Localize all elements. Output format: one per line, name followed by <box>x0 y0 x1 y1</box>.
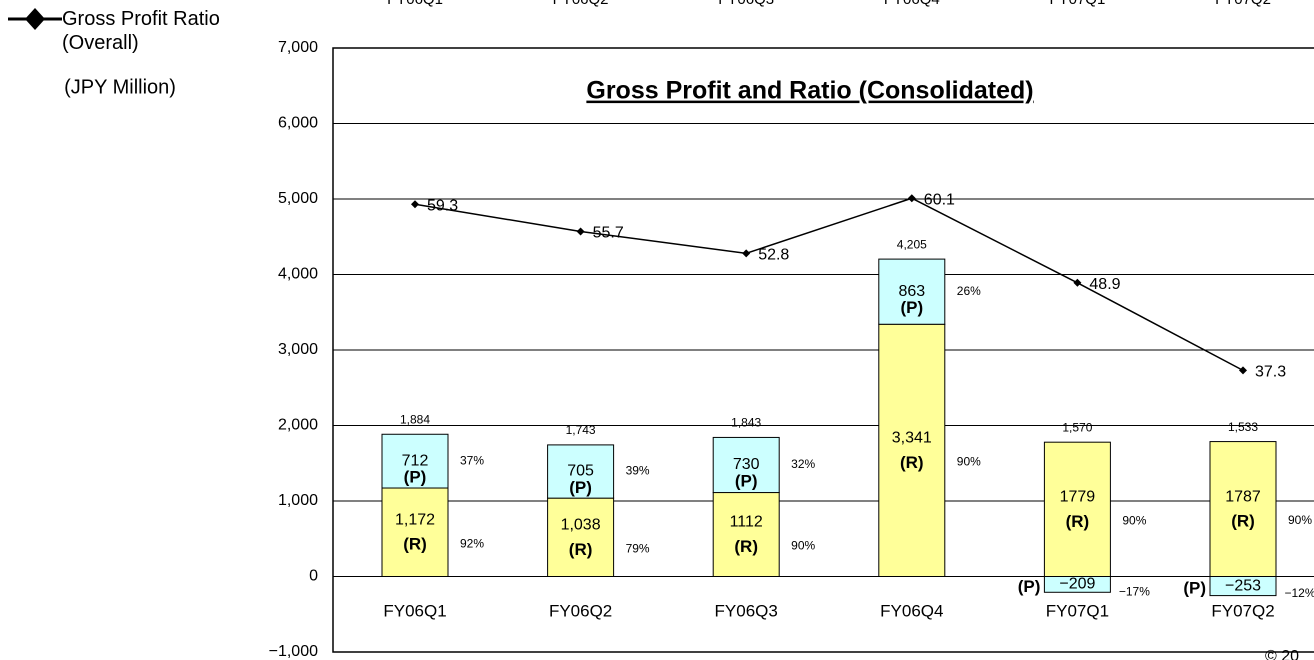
ratio-label: 37.3 <box>1255 364 1286 381</box>
top-category-label: FY06Q3 <box>718 0 774 8</box>
p-value-label: 863 <box>898 283 925 300</box>
ratio-marker <box>1073 278 1082 287</box>
total-label: 1,570 <box>1062 420 1092 434</box>
bar-p <box>878 258 946 325</box>
legend-marker <box>25 8 45 30</box>
y-tick-label: 5,000 <box>278 190 318 207</box>
p-name-label: (P) <box>1018 577 1041 596</box>
legend-label: Gross Profit Ratio (Overall) <box>62 8 220 54</box>
p-pct-label: 32% <box>791 457 815 471</box>
ratio-label: 52.8 <box>758 247 789 264</box>
p-value-label: 712 <box>402 452 429 469</box>
total-label: 1,843 <box>731 416 761 430</box>
bar-p <box>712 436 780 494</box>
r-pct-label: 79% <box>626 541 650 555</box>
bar-p <box>381 433 449 489</box>
r-name-label: (R) <box>900 453 924 472</box>
ratio-marker <box>742 249 751 258</box>
p-name-label: (P) <box>735 471 758 490</box>
p-value-label: −209 <box>1059 576 1095 593</box>
y-tick-label: 4,000 <box>278 266 318 283</box>
ratio-marker <box>1239 366 1247 375</box>
x-tick-label: FY06Q1 <box>383 601 446 620</box>
y-tick-label: −1,000 <box>269 643 318 660</box>
r-name-label: (R) <box>734 537 758 556</box>
r-name-label: (R) <box>569 540 593 559</box>
p-pct-label: −12% <box>1284 586 1314 600</box>
r-value-label: 1,172 <box>395 511 435 528</box>
r-value-label: 1787 <box>1225 488 1261 505</box>
y-tick-label: 7,000 <box>278 39 318 56</box>
p-value-label: 705 <box>567 463 594 480</box>
ratio-label: 59.3 <box>427 198 458 215</box>
y-tick-label: 1,000 <box>278 492 318 509</box>
p-pct-label: 39% <box>626 464 650 478</box>
bar-r <box>1209 441 1277 578</box>
r-value-label: 1779 <box>1060 489 1096 506</box>
total-label: 4,205 <box>897 237 927 251</box>
copyright-note: © 20 <box>1265 648 1299 660</box>
x-tick-label: FY06Q4 <box>880 601 943 620</box>
chart-title: Gross Profit and Ratio (Consolidated) <box>586 77 1033 105</box>
bar-r <box>1043 441 1111 577</box>
r-name-label: (R) <box>403 535 427 554</box>
top-category-label: FY07Q2 <box>1215 0 1271 8</box>
r-value-label: 1,038 <box>561 517 601 534</box>
y-tick-label: 0 <box>309 568 318 585</box>
p-pct-label: 37% <box>460 453 484 467</box>
x-tick-label: FY07Q2 <box>1211 601 1274 620</box>
bar-r <box>547 497 615 578</box>
bar-p <box>1043 576 1111 593</box>
bar-p <box>547 444 615 499</box>
ratio-label: 48.9 <box>1089 276 1120 293</box>
r-name-label: (R) <box>1066 512 1090 531</box>
bar-p <box>1209 576 1277 597</box>
x-tick-label: FY06Q3 <box>715 601 778 620</box>
total-label: 1,533 <box>1228 420 1258 434</box>
y-tick-label: 3,000 <box>278 341 318 358</box>
p-name-label: (P) <box>900 298 923 317</box>
y-tick-label: 6,000 <box>278 115 318 132</box>
ratio-label: 60.1 <box>924 191 955 208</box>
ratio-line <box>414 197 1244 372</box>
p-name-label: (P) <box>569 478 592 497</box>
bar-r <box>878 323 946 577</box>
top-category-label: FY07Q1 <box>1049 0 1105 8</box>
top-category-label: FY06Q2 <box>553 0 609 8</box>
top-category-label: FY06Q1 <box>387 0 443 8</box>
bar-r <box>712 492 780 578</box>
r-pct-label: 90% <box>791 539 815 553</box>
total-label: 1,884 <box>400 412 430 426</box>
p-pct-label: −17% <box>1119 585 1150 599</box>
total-label: 1,743 <box>566 423 596 437</box>
ratio-label: 55.7 <box>593 225 624 242</box>
r-pct-label: 90% <box>1122 514 1146 528</box>
p-value-label: 730 <box>733 456 760 473</box>
r-value-label: 3,341 <box>892 430 932 447</box>
r-pct-label: 90% <box>957 455 981 469</box>
top-category-label: FY06Q4 <box>884 0 940 8</box>
ratio-marker <box>576 227 585 236</box>
p-name-label: (P) <box>1183 579 1206 598</box>
y-tick-label: 2,000 <box>278 417 318 434</box>
p-name-label: (P) <box>404 468 427 487</box>
r-pct-label: 92% <box>460 536 484 550</box>
r-name-label: (R) <box>1231 512 1255 531</box>
x-tick-label: FY07Q1 <box>1046 601 1109 620</box>
bar-r <box>381 487 449 578</box>
r-value-label: 1112 <box>730 514 763 531</box>
ratio-marker <box>907 194 916 203</box>
p-pct-label: 26% <box>957 284 981 298</box>
p-value-label: −253 <box>1225 577 1261 594</box>
x-tick-label: FY06Q2 <box>549 601 612 620</box>
ratio-marker <box>411 200 419 209</box>
r-pct-label: 90% <box>1288 513 1312 527</box>
y-unit: (JPY Million) <box>64 76 176 98</box>
